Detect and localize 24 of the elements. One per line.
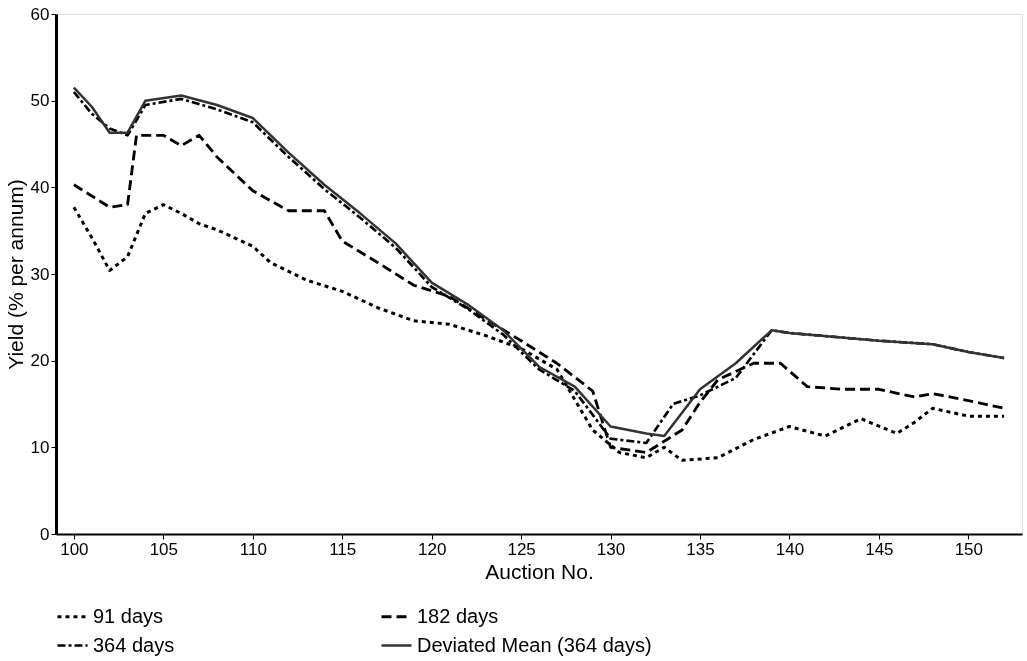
y-tick-label: 10 <box>30 437 50 457</box>
x-tick-label: 120 <box>417 539 447 559</box>
y-tick-label: 0 <box>40 524 50 544</box>
legend-label: Deviated Mean (364 days) <box>417 633 652 656</box>
y-axis-title: Yield (% per annum) <box>3 179 27 370</box>
x-tick-label: 150 <box>954 539 984 559</box>
x-axis-title: Auction No. <box>485 559 594 583</box>
x-tick-label: 135 <box>686 539 715 559</box>
legend-label: 364 days <box>93 633 175 656</box>
y-tick-label: 30 <box>30 264 50 284</box>
x-tick-label: 115 <box>329 539 357 559</box>
y-tick-label: 20 <box>30 351 50 371</box>
x-tick-label: 105 <box>149 539 179 559</box>
x-tick-label: 140 <box>775 539 805 559</box>
y-tick-label: 60 <box>30 4 50 24</box>
y-tick-label: 40 <box>30 177 50 197</box>
legend-label: 91 days <box>93 604 164 627</box>
x-tick-label: 125 <box>507 539 536 559</box>
x-tick-label: 130 <box>596 539 626 559</box>
y-tick-label: 50 <box>30 91 50 111</box>
legend-label: 182 days <box>417 604 499 627</box>
x-tick-label: 110 <box>239 539 267 559</box>
x-tick-label: 100 <box>60 539 89 559</box>
x-tick-label: 145 <box>865 539 894 559</box>
